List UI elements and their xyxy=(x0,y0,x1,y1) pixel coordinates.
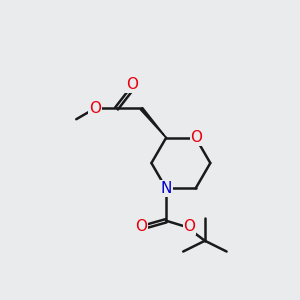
Text: O: O xyxy=(126,77,138,92)
Text: N: N xyxy=(160,181,172,196)
Text: O: O xyxy=(183,219,195,234)
Text: O: O xyxy=(89,101,101,116)
Polygon shape xyxy=(140,107,166,138)
Text: O: O xyxy=(190,130,202,145)
Text: O: O xyxy=(135,219,147,234)
